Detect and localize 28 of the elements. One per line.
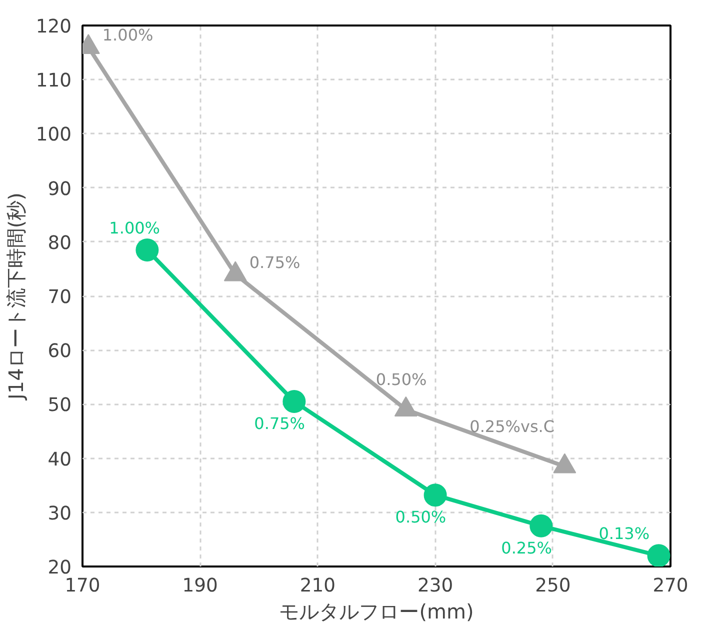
x-tick-label: 230 bbox=[417, 576, 454, 596]
annotation: 0.13% bbox=[598, 524, 650, 544]
y-tick-label: 60 bbox=[48, 341, 72, 362]
y-axis-title: J14ロート流下時間(秒) bbox=[4, 192, 28, 402]
annotation: 0.50% bbox=[376, 370, 427, 390]
annotation: 1.00% bbox=[102, 26, 154, 45]
x-tick-label: 250 bbox=[535, 576, 571, 596]
annotation: 0.25% bbox=[501, 538, 552, 558]
y-tick-label: 50 bbox=[48, 395, 72, 416]
y-tick-label: 70 bbox=[48, 287, 72, 308]
y-tick-label: 90 bbox=[48, 178, 72, 200]
annotation: 0.50% bbox=[395, 508, 446, 527]
x-tick-label: 170 bbox=[64, 576, 100, 596]
annotation: 1.00% bbox=[109, 218, 160, 238]
x-tick-label: 190 bbox=[182, 576, 218, 596]
x-axis-title: モルタルフロー(mm) bbox=[279, 600, 474, 624]
y-tick-label: 100 bbox=[36, 124, 72, 146]
y-tick-label: 20 bbox=[48, 558, 72, 578]
y-tick-label: 80 bbox=[48, 232, 72, 254]
annotation: 0.75% bbox=[254, 414, 306, 433]
y-tick-label: 40 bbox=[48, 449, 72, 470]
x-tick-label: 270 bbox=[652, 576, 688, 596]
annotation: 0.25%vs.C bbox=[470, 416, 555, 436]
x-tick-label: 210 bbox=[300, 576, 336, 596]
y-tick-label: 110 bbox=[36, 70, 72, 92]
y-tick-label: 30 bbox=[48, 503, 72, 524]
annotation: 0.75% bbox=[249, 252, 300, 272]
y-tick-label: 120 bbox=[36, 16, 72, 38]
